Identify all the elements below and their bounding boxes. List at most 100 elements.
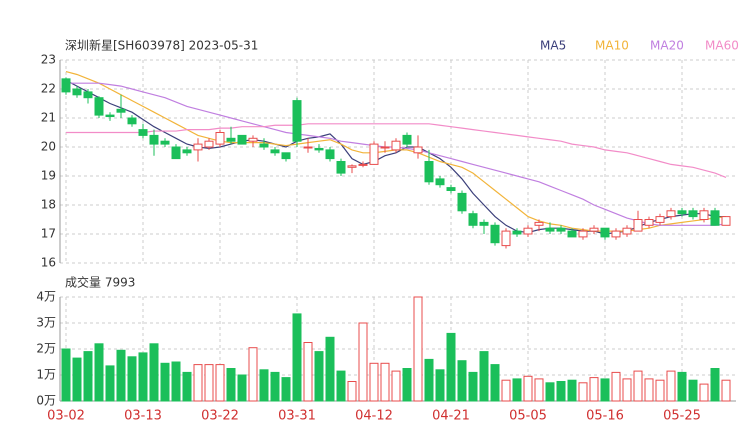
candle-body [138,129,148,136]
volume-bar [391,370,401,402]
candle-body [259,143,269,148]
x-tick-label: 03-31 [278,409,316,424]
volume-bar [94,343,104,402]
y-tick-label: 2万 [36,342,56,356]
candle-body [556,227,566,232]
x-tick-label: 05-16 [586,409,624,424]
x-tick-label: 03-02 [47,409,85,424]
volume-bar [435,369,445,402]
candle-body [435,178,445,186]
volume-bar [501,379,511,402]
candle-body [61,78,71,93]
volume-bar [281,377,291,402]
volume-bar [468,371,478,402]
candle-body [325,149,335,160]
legend-label: MA20 [650,39,684,53]
y-tick-label: 23 [41,53,56,67]
volume-bar [182,371,192,402]
candle-body [94,97,104,116]
volume-bar [655,379,665,402]
volume-bar [446,332,456,402]
candle-body [149,134,159,145]
candle-body [281,152,291,160]
candle-body [292,100,302,142]
volume-bar [171,361,181,402]
candle-body [699,210,709,221]
volume-bar [336,370,346,402]
volume-bar [248,347,258,402]
chart-title: 深圳新星[SH603978] 2023-05-31 [65,38,258,53]
candle-body [314,147,324,151]
y-tick-label: 21 [41,111,56,125]
volume-bar [193,364,203,402]
legend-label: MA10 [595,39,629,53]
volume-bar [545,382,555,402]
volume-bar [589,377,599,402]
x-tick-label: 05-25 [663,409,701,424]
volume-bar [325,336,335,402]
candle-body [391,140,401,151]
volume-bar [61,348,71,402]
candle-body [171,146,181,160]
y-tick-label: 16 [41,256,56,270]
candle-body [215,132,225,145]
volume-bar [699,383,709,402]
y-tick-label: 0万 [36,394,56,408]
volume-bar [556,381,566,402]
ma-line [66,123,727,179]
volume-bar [688,379,698,402]
volume-bar [303,342,313,402]
candle-body [611,230,621,238]
candle-body [578,230,588,238]
volume-bar [358,322,368,402]
volume-bar [259,369,269,402]
x-tick-label: 03-13 [124,409,162,424]
candle-body [369,143,379,165]
candle-body [666,210,676,218]
candle-body [567,230,577,238]
candle-body [127,117,137,125]
candle-body [589,227,599,232]
candle-body [402,134,412,145]
volume-bar [710,368,720,402]
candle-body [688,210,698,218]
volume-bar [149,343,159,402]
volume-bar [479,351,489,402]
candle-body [534,221,544,226]
volume-bar [457,360,467,402]
candle-body [226,137,236,142]
y-tick-label: 22 [41,82,56,96]
candle-body [83,91,93,99]
volume-bar [611,371,621,402]
candle-body [336,161,346,174]
candle-body [677,210,687,215]
candle-body [479,221,489,226]
candle-body [644,219,654,226]
volume-bar [369,362,379,402]
y-tick-label: 19 [41,169,56,183]
volume-bar [105,365,115,402]
candle-body [600,227,610,238]
candle-body [204,140,214,148]
candle-body [545,227,555,232]
volume-bar [424,358,434,402]
y-tick-label: 3万 [36,316,56,330]
y-tick-label: 17 [41,227,56,241]
candle-body [193,143,203,151]
volume-bar [644,378,654,402]
candle-body [160,140,170,145]
candle-body [270,149,280,154]
volume-bar [116,349,126,402]
x-tick-label: 03-22 [201,409,239,424]
x-tick-label: 04-12 [355,409,393,424]
candle-body [116,108,126,113]
candle-body [633,219,643,232]
volume-bar [270,371,280,402]
volume-bar [83,351,93,402]
volume-title: 成交量 7993 [65,275,135,290]
ma-line [65,79,726,235]
volume-bar [204,364,214,402]
candle-body [446,187,456,192]
candle-body [512,230,522,235]
volume-bar [578,382,588,402]
